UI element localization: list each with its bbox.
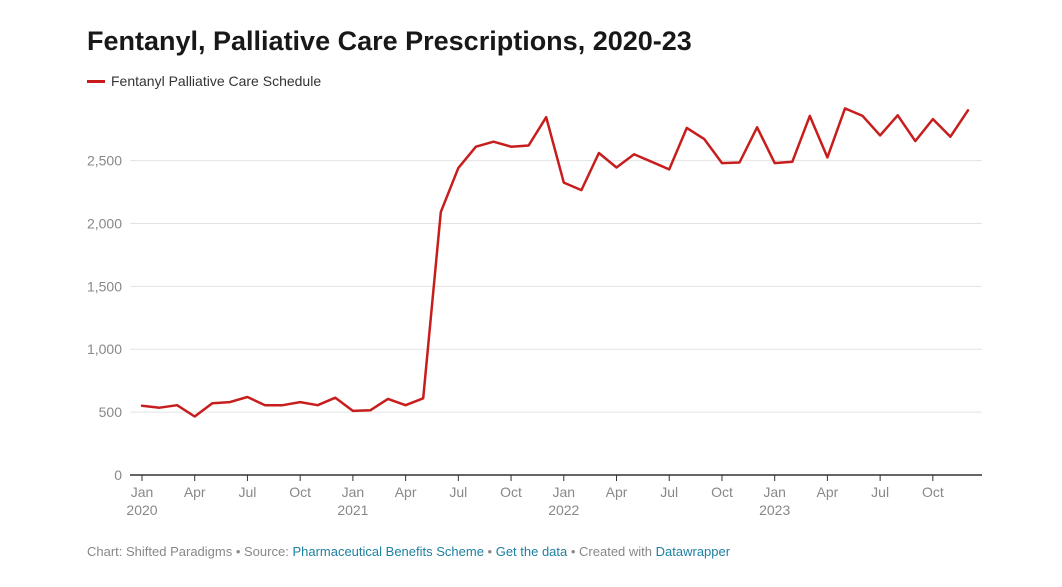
x-axis: Jan 2020 Apr Jul Oct Jan 2021 Apr Jul Oct Jan 2022 A… (126, 475, 944, 518)
series-line (140, 107, 970, 418)
legend-swatch (87, 79, 105, 83)
x-tick-label: Oct (289, 484, 311, 500)
footer-credit: Chart: Shifted Paradigms • Source: (87, 544, 293, 559)
y-tick-label: 2,500 (87, 153, 122, 169)
x-tick-label: Apr (184, 484, 206, 500)
y-tick-label: 2,000 (87, 215, 122, 231)
y-axis: 0 500 1,000 1,500 2,000 2,500 (87, 153, 122, 483)
x-tick-label: Jul (871, 484, 889, 500)
x-tick-label: Jan (342, 484, 365, 500)
x-tick-label: Apr (395, 484, 417, 500)
chart-footer: Chart: Shifted Paradigms • Source: Pharm… (87, 544, 730, 559)
x-tick-label: Jul (449, 484, 467, 500)
y-tick-label: 0 (114, 467, 122, 483)
legend: Fentanyl Palliative Care Schedule (87, 73, 321, 89)
footer-separator: • (483, 544, 496, 559)
footer-created-with: • Created with (567, 544, 656, 559)
chart-title: Fentanyl, Palliative Care Prescriptions,… (87, 26, 692, 56)
x-tick-year-label: 2022 (548, 502, 579, 518)
gridlines (130, 160, 982, 476)
x-tick-label: Jul (238, 484, 256, 500)
x-tick-label: Apr (606, 484, 628, 500)
x-tick-label: Jul (660, 484, 678, 500)
y-tick-label: 500 (99, 404, 123, 420)
get-data-link[interactable]: Get the data (495, 544, 568, 559)
x-tick-year-label: 2020 (126, 502, 157, 518)
x-tick-label: Oct (711, 484, 733, 500)
x-tick-label: Apr (817, 484, 839, 500)
x-tick-year-label: 2021 (337, 502, 368, 518)
legend-label: Fentanyl Palliative Care Schedule (111, 73, 322, 89)
x-tick-label: Oct (500, 484, 522, 500)
source-link[interactable]: Pharmaceutical Benefits Scheme (292, 544, 484, 559)
series (140, 107, 970, 418)
x-tick-year-label: 2023 (759, 502, 790, 518)
datawrapper-link[interactable]: Datawrapper (655, 544, 731, 559)
y-tick-label: 1,500 (87, 278, 122, 294)
x-tick-label: Jan (131, 484, 154, 500)
x-tick-label: Jan (763, 484, 786, 500)
x-tick-label: Jan (552, 484, 575, 500)
y-tick-label: 1,000 (87, 341, 122, 357)
x-tick-label: Oct (922, 484, 944, 500)
